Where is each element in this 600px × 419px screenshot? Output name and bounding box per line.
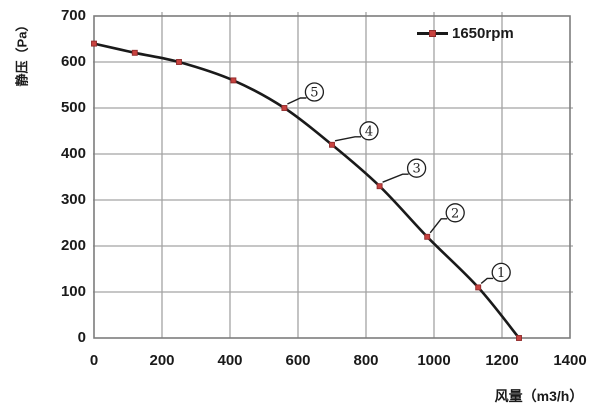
legend: 1650rpm [417, 24, 514, 42]
annotation-callout-line [480, 277, 494, 284]
x-axis-title: 风量（m3/h） [494, 388, 584, 404]
data-point-marker [424, 233, 431, 240]
series-curve [92, 42, 521, 340]
annotation-number: 4 [365, 124, 373, 139]
y-tick-label: 100 [60, 283, 86, 300]
annotation-callout-line [334, 136, 361, 142]
annotation-callout-line [382, 173, 409, 183]
annotation-callout-line [287, 97, 307, 105]
x-tick-label: 1200 [485, 352, 519, 369]
data-point-marker [91, 40, 97, 47]
y-tick-label: 700 [60, 7, 86, 24]
data-point-marker [516, 335, 522, 341]
data-point-marker [329, 141, 335, 148]
annotation-circle [359, 121, 379, 141]
x-tick-label: 0 [89, 352, 99, 369]
y-tick-label: 400 [60, 145, 86, 162]
x-tick-label: 1400 [553, 352, 587, 369]
x-tick-label: 400 [217, 352, 243, 369]
data-point-marker [176, 59, 182, 65]
data-point-marker [281, 105, 288, 111]
annotation-circle [406, 158, 427, 178]
annotation-callout-line [429, 218, 448, 234]
legend-line-sample [417, 29, 448, 37]
y-tick-label: 0 [77, 329, 86, 346]
data-point-marker [376, 183, 383, 190]
y-tick-label: 200 [60, 237, 86, 254]
x-tick-label: 600 [285, 352, 311, 369]
plot-border [93, 15, 571, 339]
x-tick-label: 200 [149, 352, 175, 369]
legend-marker-icon [429, 29, 436, 37]
annotation-number: 5 [310, 86, 318, 101]
annotation-number: 3 [412, 162, 420, 177]
x-tick-label: 800 [353, 352, 379, 369]
x-tick-label: 1000 [417, 352, 451, 369]
annotation-circle [445, 203, 465, 223]
annotation-circle [304, 82, 325, 102]
y-tick-label: 600 [60, 53, 86, 70]
annotation-circle [491, 262, 511, 283]
y-axis-title: 静压（Pa） [14, 18, 30, 87]
data-point-marker [475, 284, 482, 291]
data-point-marker [131, 49, 138, 56]
data-point-marker [230, 77, 237, 84]
annotation-number: 1 [497, 266, 505, 281]
annotation-number: 2 [451, 206, 459, 221]
legend-series-label: 1650rpm [452, 24, 514, 42]
y-tick-label: 500 [60, 99, 86, 116]
y-tick-label: 300 [60, 191, 86, 208]
